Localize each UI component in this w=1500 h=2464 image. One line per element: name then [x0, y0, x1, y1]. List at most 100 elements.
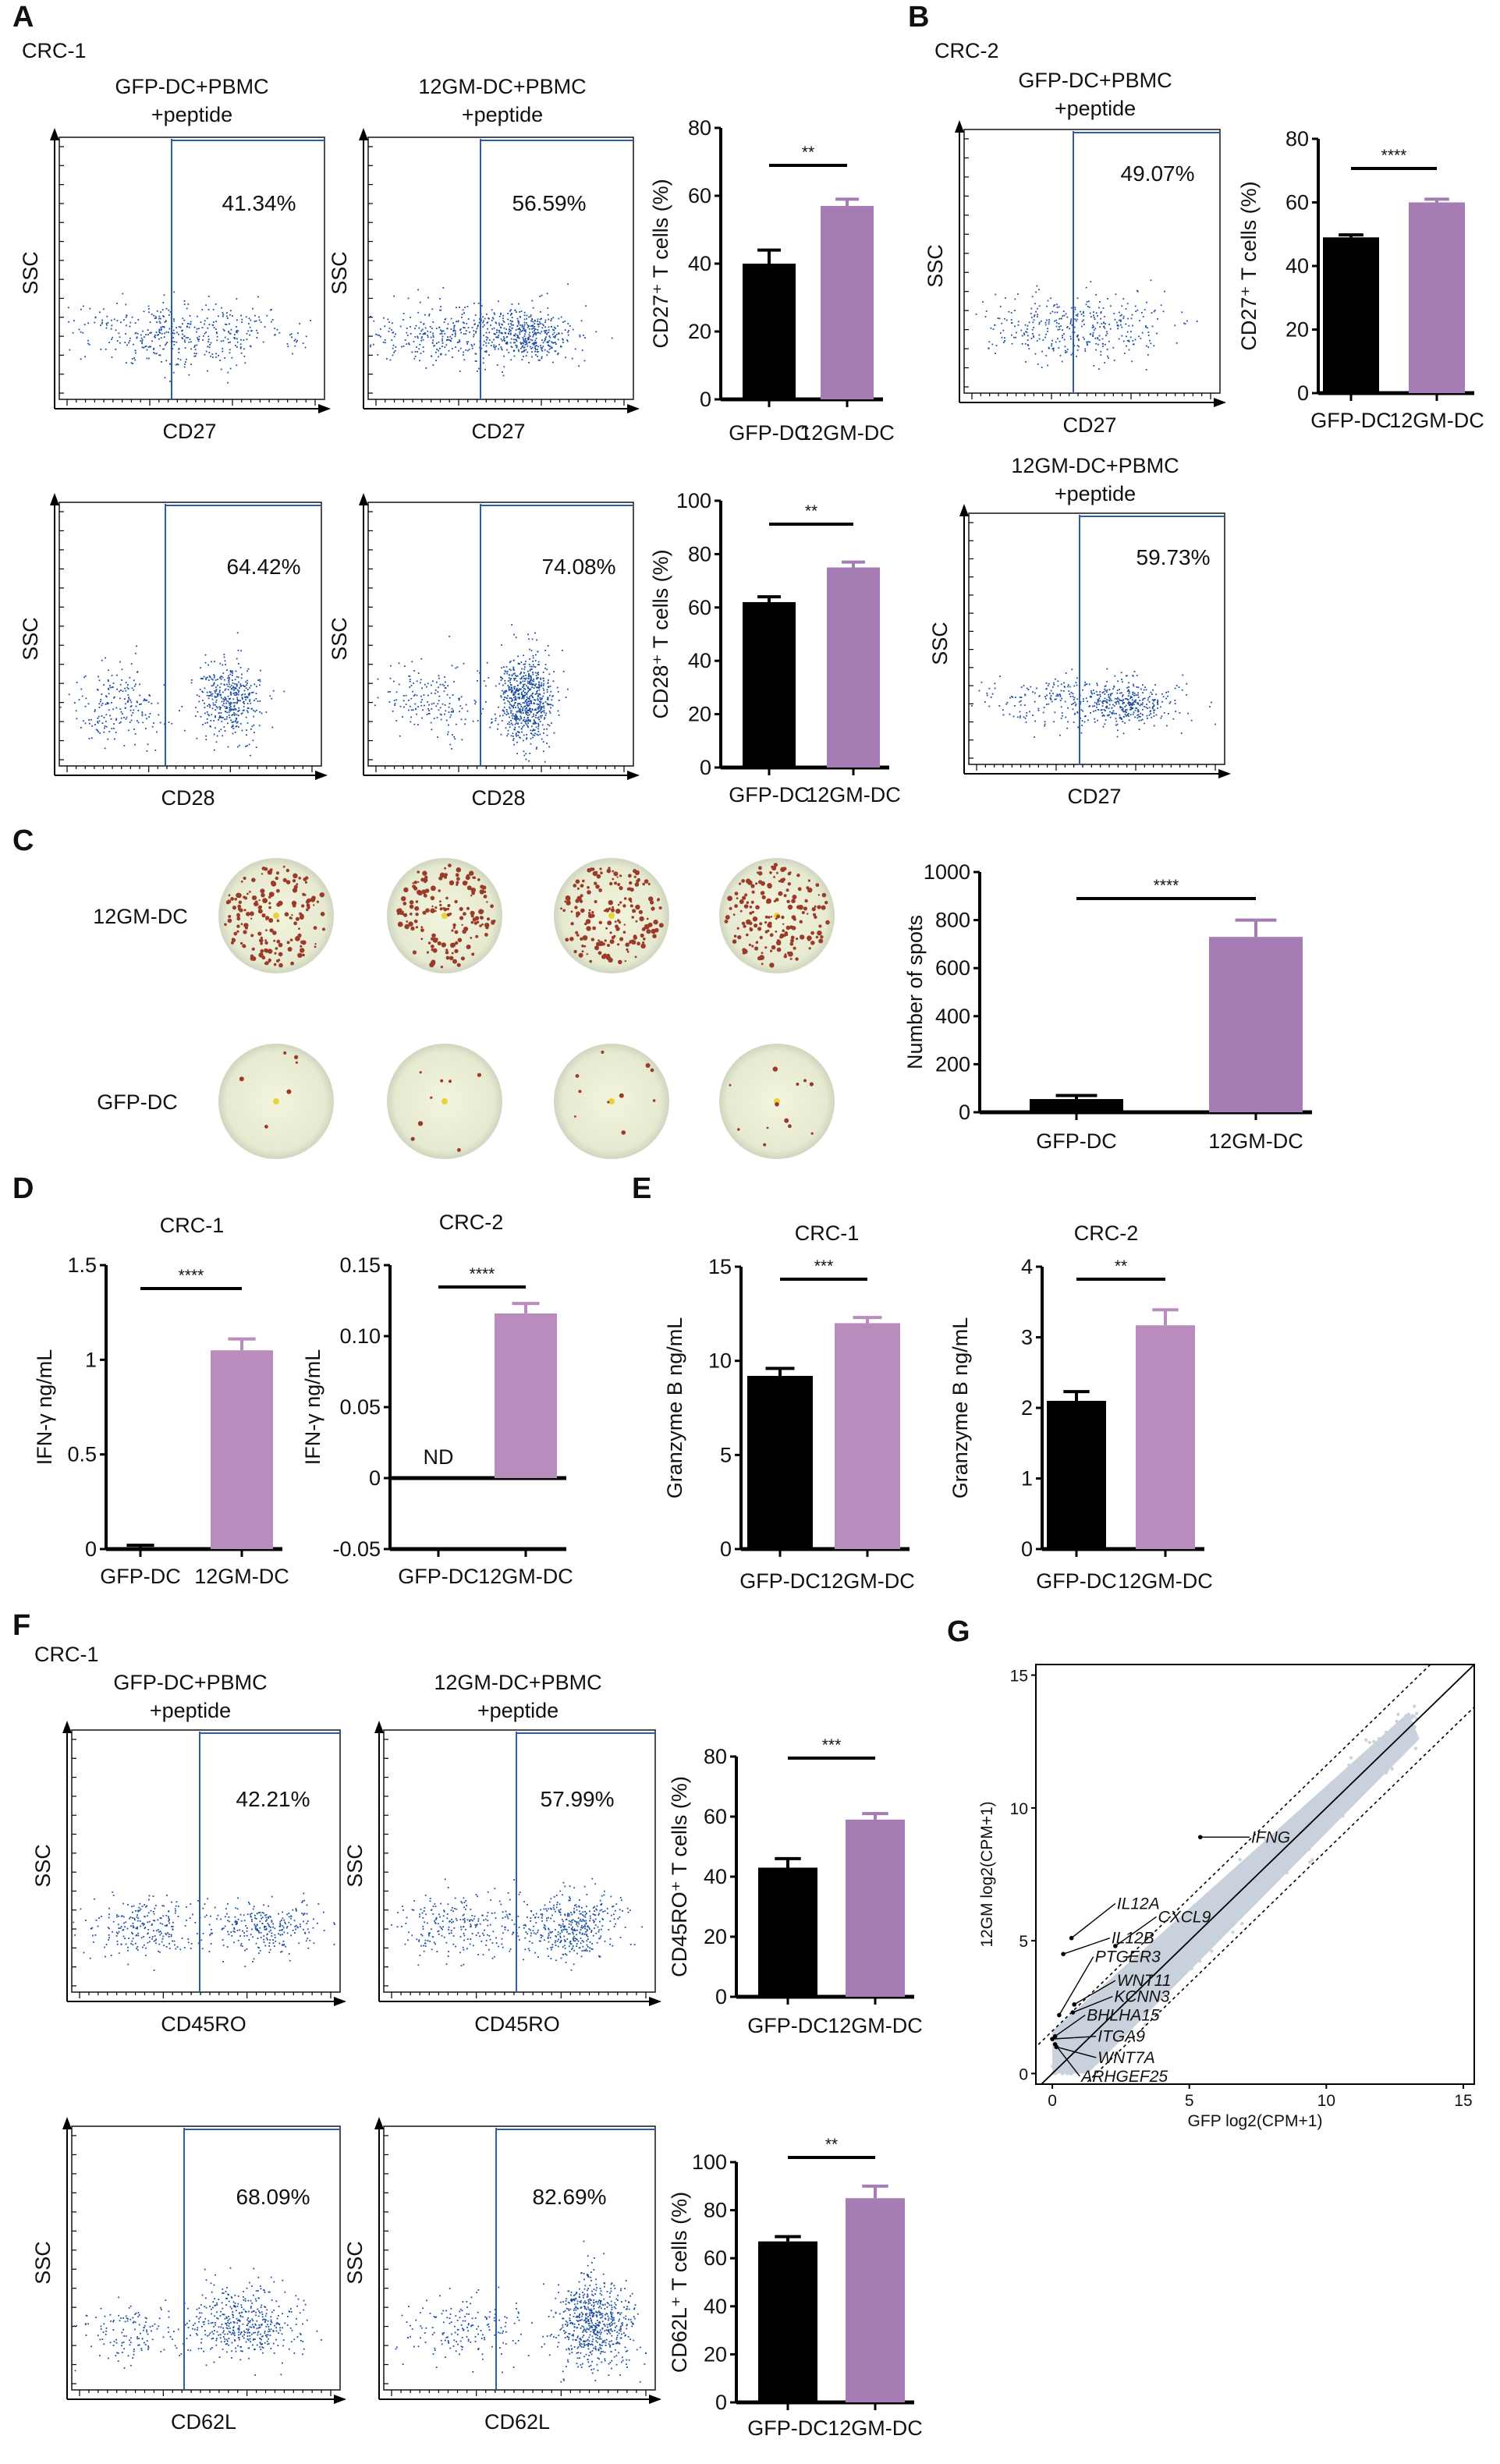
- event-dot: [259, 684, 261, 686]
- event-dot: [213, 327, 215, 328]
- event-dot: [137, 332, 139, 335]
- event-dot: [1099, 693, 1101, 696]
- event-dot: [532, 307, 534, 309]
- event-dot: [557, 353, 559, 356]
- event-dot: [101, 693, 103, 695]
- event-dot: [503, 672, 505, 675]
- event-dot: [512, 732, 514, 735]
- event-dot: [115, 707, 118, 709]
- panel-label-A: A: [12, 1, 34, 34]
- event-dot: [307, 1938, 308, 1940]
- event-dot: [508, 333, 509, 335]
- event-dot: [449, 1920, 451, 1922]
- event-dot: [532, 723, 534, 725]
- event-dot: [569, 1941, 571, 1943]
- event-dot: [537, 734, 539, 736]
- event-dot: [190, 363, 192, 365]
- event-dot: [1167, 691, 1169, 693]
- event-dot: [1110, 694, 1112, 697]
- event-dot: [471, 347, 473, 349]
- event-dot: [119, 690, 120, 693]
- event-dot: [505, 666, 508, 668]
- event-dot: [523, 654, 524, 657]
- event-dot: [503, 691, 505, 693]
- event-dot: [1087, 341, 1089, 343]
- event-dot: [243, 709, 245, 711]
- event-dot: [252, 1961, 254, 1962]
- event-dot: [1075, 704, 1077, 705]
- event-dot: [431, 692, 432, 694]
- event-dot: [119, 342, 121, 344]
- event-dot: [438, 686, 439, 689]
- event-dot: [1096, 702, 1098, 704]
- event-dot: [1149, 711, 1151, 713]
- event-dot: [238, 710, 239, 712]
- event-dot: [480, 1941, 483, 1942]
- event-dot: [163, 1905, 165, 1907]
- event-dot: [576, 1925, 579, 1927]
- event-dot: [234, 702, 236, 704]
- event-dot: [424, 683, 426, 686]
- event-dot: [459, 307, 460, 308]
- event-dot: [1117, 697, 1119, 699]
- event-dot: [553, 1909, 555, 1910]
- event-dot: [204, 320, 206, 322]
- event-dot: [482, 321, 484, 324]
- event-dot: [596, 1909, 598, 1911]
- event-dot: [107, 322, 109, 324]
- event-dot: [527, 691, 529, 693]
- event-dot: [108, 731, 111, 732]
- event-dot: [1031, 317, 1033, 318]
- event-dot: [582, 1914, 583, 1916]
- event-dot: [520, 708, 521, 710]
- event-dot: [453, 736, 456, 738]
- y-axis-arrow-icon: [955, 120, 964, 133]
- event-dot: [1153, 710, 1154, 711]
- event-dot: [1044, 321, 1047, 324]
- event-dot: [1154, 699, 1156, 700]
- event-dot: [1037, 316, 1038, 317]
- event-dot: [1004, 340, 1005, 342]
- event-dot: [173, 320, 175, 322]
- event-dot: [226, 711, 228, 714]
- event-dot: [528, 1928, 530, 1930]
- event-dot: [394, 350, 396, 352]
- event-dot: [509, 697, 511, 699]
- event-dot: [222, 312, 224, 314]
- event-dot: [1011, 696, 1012, 697]
- event-dot: [598, 1955, 600, 1957]
- event-dot: [1038, 338, 1041, 340]
- event-dot: [226, 707, 228, 709]
- event-dot: [546, 734, 548, 736]
- event-dot: [129, 699, 132, 701]
- event-dot: [208, 675, 211, 677]
- event-dot: [547, 341, 549, 342]
- event-dot: [525, 719, 527, 721]
- event-dot: [594, 1883, 596, 1885]
- event-dot: [1066, 727, 1068, 729]
- event-dot: [534, 699, 537, 701]
- event-dot: [393, 295, 395, 297]
- event-dot: [214, 695, 216, 697]
- event-dot: [303, 1914, 304, 1916]
- event-dot: [128, 1938, 129, 1939]
- event-dot: [278, 1930, 281, 1931]
- event-dot: [517, 321, 520, 324]
- event-dot: [198, 339, 200, 340]
- event-dot: [250, 319, 252, 321]
- event-dot: [502, 1932, 504, 1934]
- event-dot: [207, 341, 209, 342]
- event-dot: [470, 1909, 472, 1910]
- event-dot: [222, 340, 225, 342]
- event-dot: [1105, 706, 1107, 708]
- gate-percentage: 41.34%: [222, 191, 296, 215]
- event-dot: [531, 319, 534, 321]
- event-dot: [475, 1926, 477, 1928]
- event-dot: [517, 320, 520, 321]
- event-dot: [245, 746, 246, 747]
- event-dot: [190, 682, 193, 684]
- event-dot: [1088, 300, 1090, 303]
- event-dot: [1062, 315, 1064, 317]
- event-dot: [441, 1927, 442, 1929]
- event-dot: [438, 1923, 439, 1925]
